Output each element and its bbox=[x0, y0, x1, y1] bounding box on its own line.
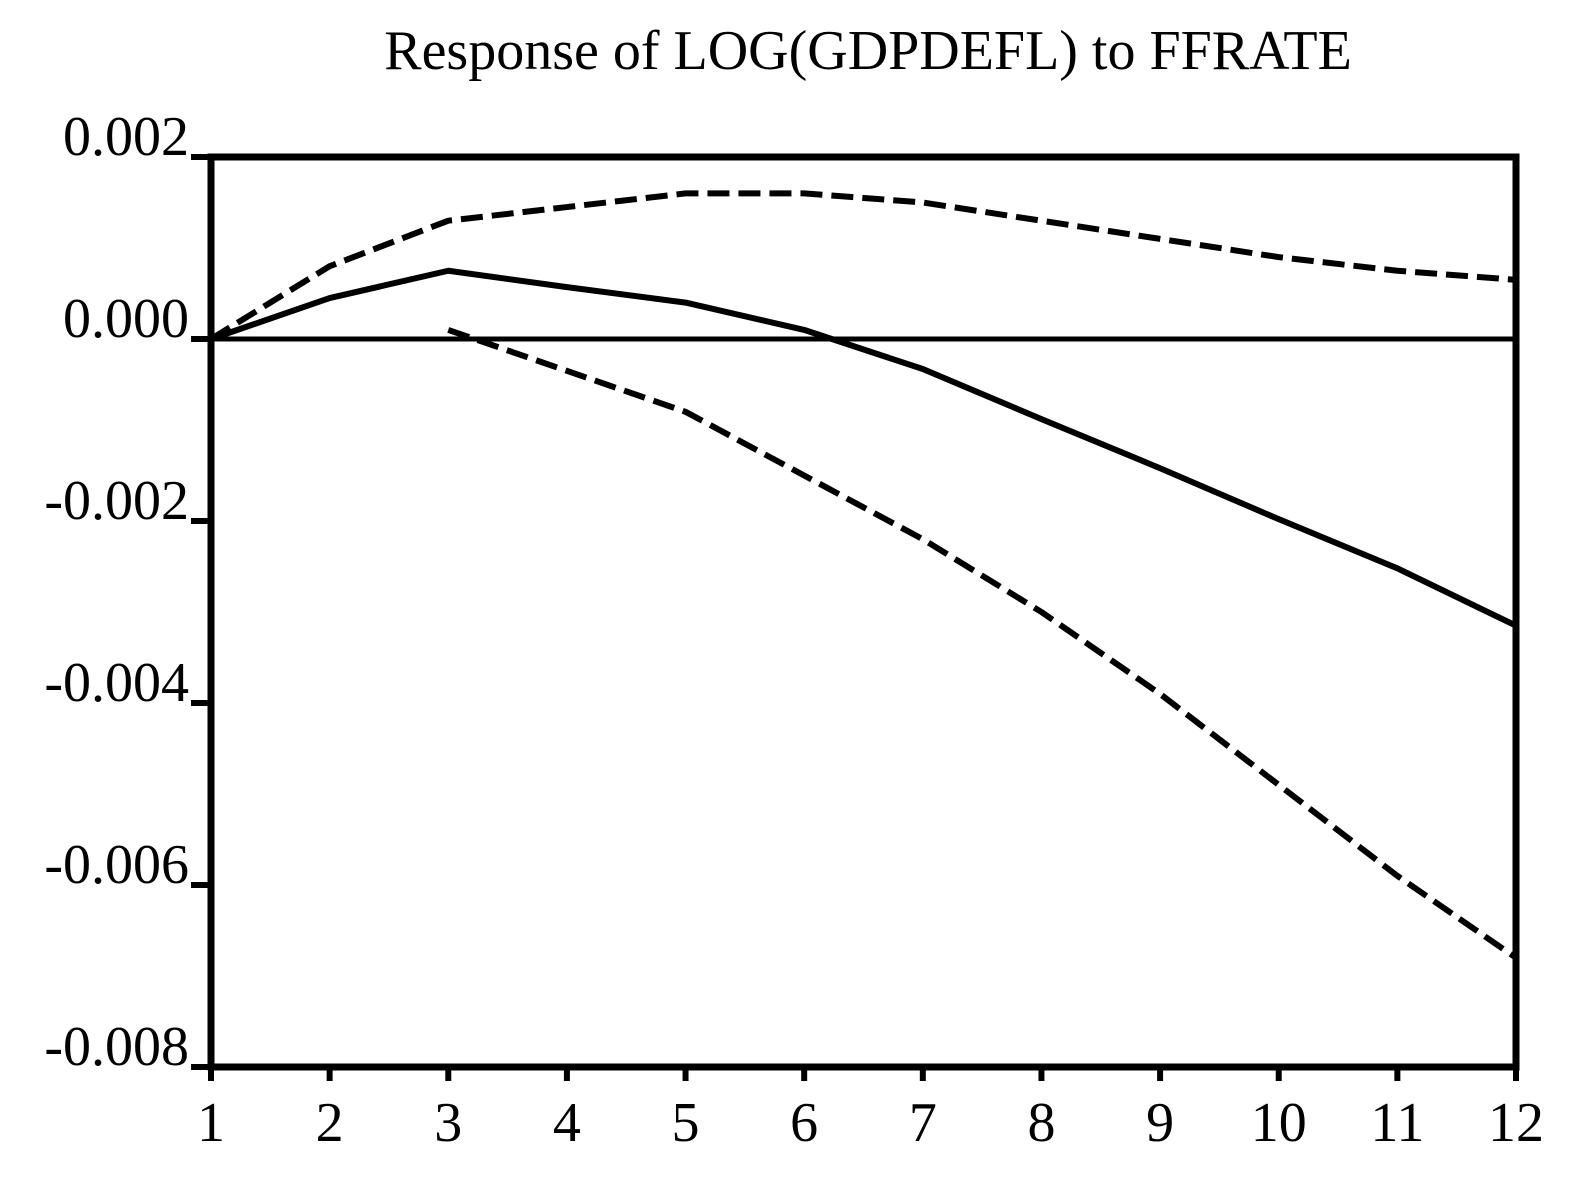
y-tick-label: -0.008 bbox=[44, 1016, 189, 1078]
x-tick-label: 7 bbox=[909, 1092, 937, 1154]
y-tick-label: 0.002 bbox=[63, 106, 189, 168]
x-tick-label: 10 bbox=[1251, 1092, 1307, 1154]
series-line-2 bbox=[209, 190, 1517, 342]
series-line-3 bbox=[447, 327, 1518, 961]
series-group bbox=[209, 190, 1518, 961]
x-tick-label: 3 bbox=[434, 1092, 462, 1154]
x-tick-label: 12 bbox=[1488, 1092, 1544, 1154]
x-tick-label: 4 bbox=[553, 1092, 581, 1154]
x-tick-label: 8 bbox=[1027, 1092, 1055, 1154]
x-tick-label: 2 bbox=[316, 1092, 344, 1154]
x-tick-label: 11 bbox=[1370, 1092, 1424, 1154]
x-tick-label: 6 bbox=[790, 1092, 818, 1154]
y-axis: 0.002 0.000 -0.002 -0.004 -0.006 -0.008 bbox=[44, 106, 211, 1078]
y-tick-label: 0.000 bbox=[63, 288, 189, 350]
x-tick-label: 5 bbox=[672, 1092, 700, 1154]
series-line-1 bbox=[210, 267, 1518, 629]
x-tick-label: 1 bbox=[197, 1092, 225, 1154]
chart-title: Response of LOG(GDPDEFL) to FFRATE bbox=[384, 20, 1352, 82]
x-tick-label: 9 bbox=[1146, 1092, 1174, 1154]
y-tick-label: -0.004 bbox=[44, 652, 189, 714]
plot-frame bbox=[207, 153, 1520, 1071]
y-tick-label: -0.006 bbox=[44, 834, 189, 896]
x-axis: 1 2 3 4 5 6 7 8 9 10 11 12 bbox=[197, 1067, 1544, 1154]
y-tick-label: -0.002 bbox=[44, 470, 189, 532]
